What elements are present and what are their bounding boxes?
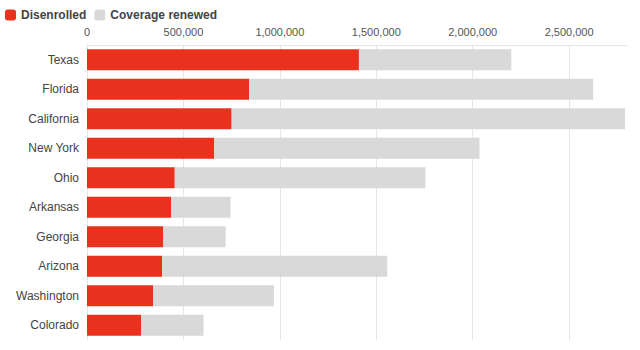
svg-text:New York: New York (28, 141, 80, 155)
svg-text:Washington: Washington (16, 289, 79, 303)
svg-text:Coverage renewed: Coverage renewed (110, 8, 217, 22)
svg-text:2,500,000: 2,500,000 (545, 26, 594, 38)
svg-text:1,000,000: 1,000,000 (255, 26, 304, 38)
svg-text:Arkansas: Arkansas (29, 200, 79, 214)
svg-text:Colorado: Colorado (30, 318, 79, 332)
svg-text:Texas: Texas (48, 53, 79, 67)
svg-text:500,000: 500,000 (164, 26, 204, 38)
svg-text:Georgia: Georgia (36, 230, 79, 244)
svg-text:Arizona: Arizona (38, 259, 79, 273)
svg-text:California: California (28, 112, 79, 126)
svg-text:Disenrolled: Disenrolled (21, 8, 86, 22)
svg-text:Florida: Florida (42, 82, 79, 96)
svg-text:2,000,000: 2,000,000 (448, 26, 497, 38)
svg-text:1,500,000: 1,500,000 (352, 26, 401, 38)
svg-text:Ohio: Ohio (54, 171, 80, 185)
svg-text:0: 0 (84, 26, 90, 38)
